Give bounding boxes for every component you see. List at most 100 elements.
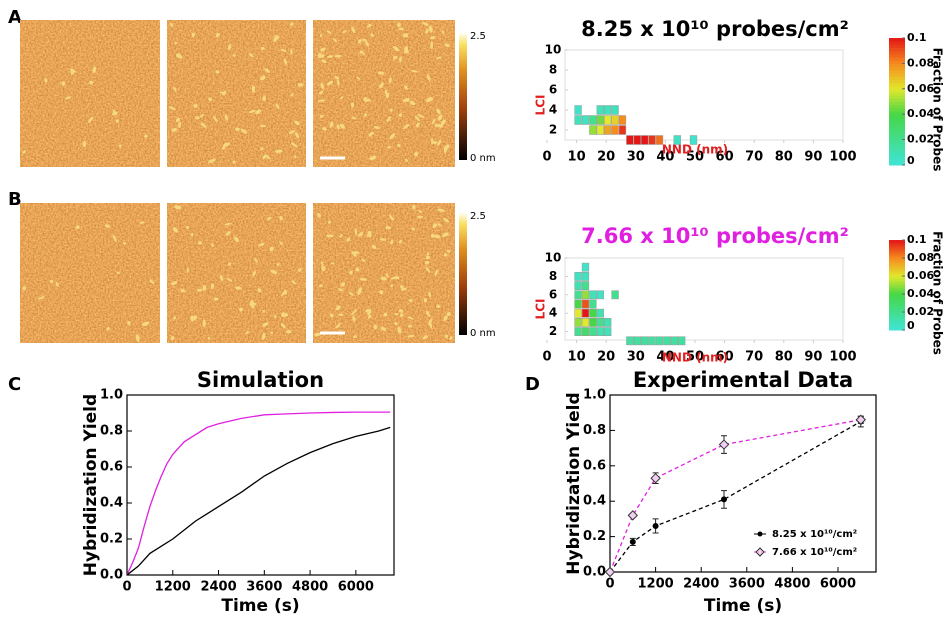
afm-feature [258, 242, 265, 247]
afm-feature [398, 27, 404, 31]
afm-feature [143, 134, 148, 138]
afm-feature [213, 297, 219, 301]
afm-feature [297, 268, 302, 272]
x-axis-label: NND (nm) [662, 143, 728, 157]
afm-feature [422, 335, 428, 340]
afm-feature [317, 213, 322, 218]
heatmap-cell [574, 290, 582, 300]
afm-feature [225, 230, 231, 236]
afm-feature [82, 140, 87, 148]
colorbar-segment [889, 316, 905, 320]
colorbar-segment [889, 276, 905, 279]
colorbar-segment [889, 44, 905, 49]
y-tick-label: 6 [549, 287, 557, 301]
afm-feature [385, 226, 392, 230]
afm-feature [434, 123, 438, 127]
heatmap-cell [618, 125, 627, 135]
colorbar-segment [889, 294, 905, 297]
colorbar-tick-label: 0.02 [907, 305, 934, 318]
heatmap-cell [641, 135, 649, 145]
colorbar-segment [889, 136, 905, 141]
afm-feature [219, 274, 224, 282]
heatmap-cell [604, 318, 612, 327]
colorbar-segment [889, 117, 905, 122]
heatmap-cell [581, 115, 590, 125]
afm-feature [178, 121, 182, 129]
afm-feature [397, 326, 402, 334]
afm-feature [252, 270, 256, 277]
afm-feature [275, 103, 280, 110]
afm-feature [116, 271, 120, 274]
colorbar-segment [889, 303, 905, 306]
colorbar-segment [889, 267, 905, 270]
afm-feature [436, 108, 441, 115]
afm-feature [437, 114, 443, 121]
heatmap-cell [626, 336, 634, 346]
x-tick-label: 6000 [338, 580, 374, 595]
heatmap-cell [589, 299, 597, 309]
afm-feature [434, 269, 438, 277]
colorbar-segment [889, 273, 905, 277]
afm-feature [436, 304, 441, 309]
afm-feature [342, 30, 347, 33]
data-point [721, 496, 727, 503]
colorbar-segment [889, 76, 905, 80]
x-tick-label: 50 [686, 350, 704, 365]
afm-feature [399, 56, 402, 63]
x-tick-label: 80 [775, 350, 793, 365]
afm-feature [291, 280, 297, 285]
afm-feature [349, 270, 353, 275]
colorbar-segment [889, 149, 905, 153]
x-tick-label: 100 [829, 350, 856, 365]
afm-feature [248, 109, 256, 114]
heatmap-cell [611, 125, 619, 135]
afm-feature [437, 223, 442, 227]
afm-feature [389, 133, 396, 140]
afm-feature [260, 124, 266, 128]
afm-feature [320, 47, 326, 52]
heatmap-cell [611, 290, 619, 300]
afm-image [167, 20, 306, 167]
afm-feature [193, 103, 198, 108]
colorbar-segment [889, 255, 905, 259]
afm-feature [338, 313, 344, 316]
x-tick-label: 30 [627, 150, 645, 165]
afm-colorbar [459, 212, 467, 335]
afm-image [167, 203, 306, 343]
afm-feature [118, 144, 122, 148]
afm-feature [330, 262, 335, 265]
x-tick-label: 50 [686, 150, 704, 165]
heatmap-cell [604, 125, 612, 135]
afm-feature [279, 216, 283, 221]
afm-feature [355, 267, 360, 272]
afm-feature [379, 238, 387, 241]
afm-feature [223, 142, 231, 147]
y-tick-label: 0.4 [100, 496, 123, 511]
afm-feature [449, 336, 453, 341]
colorbar-segment [889, 258, 905, 261]
colorbar-tick-label: 0.1 [907, 233, 927, 246]
heatmap-cell [581, 308, 590, 318]
colorbar-segment [889, 282, 905, 286]
heatmap-cell [581, 262, 590, 272]
colorbar-segment [889, 88, 905, 93]
afm-feature [426, 252, 430, 256]
x-tick-label: 40 [656, 150, 674, 165]
afm-feature [255, 109, 262, 115]
heatmap-cell [596, 115, 604, 125]
colorbar-label: Fraction of Probes [931, 231, 945, 355]
chart-title: Experimental Data [633, 368, 853, 392]
series-line [126, 411, 391, 576]
chart-title: 7.66 x 10¹⁰ probes/cm² [581, 224, 849, 248]
heatmap-cell [596, 318, 604, 327]
colorbar-segment [889, 327, 905, 331]
heatmap-cell [633, 336, 641, 346]
afm-feature [212, 115, 218, 123]
afm-feature [112, 111, 118, 116]
afm-feature [437, 208, 445, 212]
afm-feature [70, 68, 75, 75]
afm-feature [428, 291, 432, 298]
x-tick-label: 2400 [200, 580, 236, 595]
afm-feature [276, 262, 280, 267]
afm-feature [404, 85, 408, 90]
